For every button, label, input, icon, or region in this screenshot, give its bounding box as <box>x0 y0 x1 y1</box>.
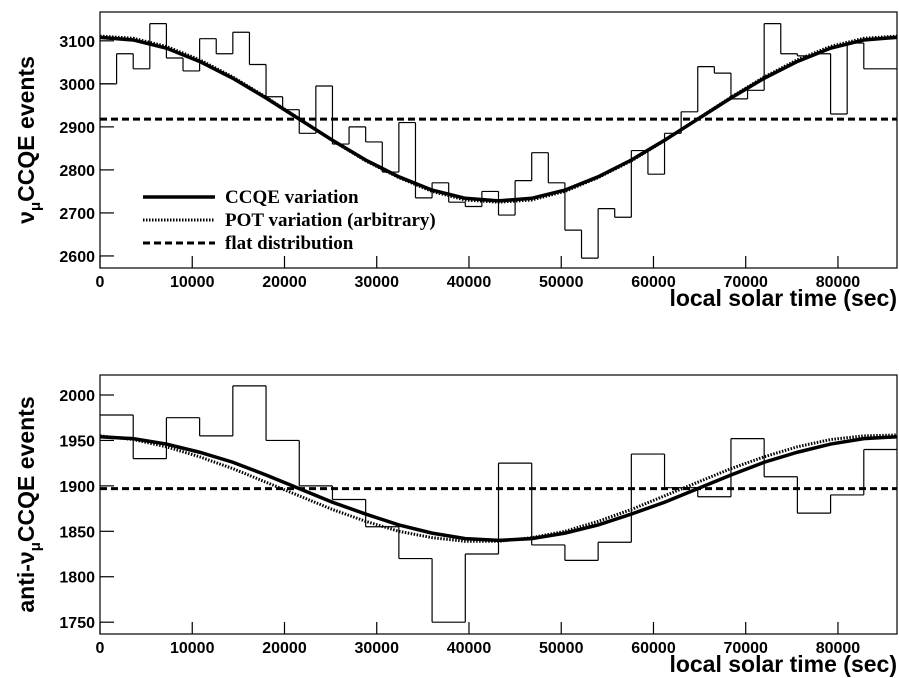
x-tick-label: 30000 <box>354 274 399 291</box>
y-axis-label-part: CCQE events <box>13 56 39 202</box>
x-tick-label: 50000 <box>539 274 584 291</box>
x-tick-label: 70000 <box>723 640 768 657</box>
x-tick-label: 10000 <box>170 274 215 291</box>
legend-label: flat distribution <box>225 233 354 254</box>
x-tick-label: 40000 <box>447 640 492 657</box>
x-axis-label: local solar time (sec) <box>669 285 897 311</box>
y-tick-label: 3100 <box>59 34 95 51</box>
y-tick-label: 1950 <box>59 433 95 450</box>
x-tick-label: 0 <box>96 640 105 657</box>
x-tick-label: 30000 <box>354 640 399 657</box>
legend-label: CCQE variation <box>225 187 359 208</box>
y-axis-label-part: μ <box>27 202 44 211</box>
legend-label: POT variation (arbitrary) <box>225 210 436 231</box>
y-axis-label: anti-νμCCQE events <box>13 396 44 612</box>
panel: 0 10000 20000 30000 40000 50000 60000 70000 8000… <box>13 11 898 311</box>
x-tick-label: 70000 <box>723 274 768 291</box>
series-line <box>99 433 898 543</box>
y-axis-label: νμCCQE events <box>13 56 44 224</box>
y-tick-label: 1800 <box>59 570 95 587</box>
series-line <box>99 34 898 204</box>
x-tick-label: 40000 <box>447 274 492 291</box>
y-tick-label: 2800 <box>59 163 95 180</box>
y-axis-label-part: CCQE events <box>13 396 39 542</box>
x-tick-label: 80000 <box>816 274 861 291</box>
y-tick-label: 3000 <box>59 77 95 94</box>
x-tick-label: 50000 <box>539 640 584 657</box>
x-tick-label: 10000 <box>170 640 215 657</box>
plot-frame <box>99 374 898 635</box>
x-tick-label: 20000 <box>262 274 307 291</box>
x-tick-label: 20000 <box>262 640 307 657</box>
y-axis-label-part: ν <box>13 211 39 224</box>
y-axis-label-part: anti-ν <box>13 551 39 612</box>
panel: 0 10000 20000 30000 40000 50000 60000 70000 8000… <box>13 374 898 677</box>
x-tick-label: 80000 <box>816 640 861 657</box>
y-tick-label: 1850 <box>59 524 95 541</box>
y-tick-label: 1750 <box>59 615 95 632</box>
x-tick-label: 0 <box>96 274 105 291</box>
y-tick-label: 1900 <box>59 479 95 496</box>
y-tick-label: 2000 <box>59 388 95 405</box>
y-tick-label: 2900 <box>59 120 95 137</box>
y-tick-label: 2600 <box>59 249 95 266</box>
x-axis-label: local solar time (sec) <box>669 651 897 677</box>
plot-frame <box>99 11 898 269</box>
x-tick-label: 60000 <box>631 274 676 291</box>
y-tick-label: 2700 <box>59 206 95 223</box>
x-tick-label: 60000 <box>631 640 676 657</box>
y-axis-label-part: μ <box>27 542 44 551</box>
